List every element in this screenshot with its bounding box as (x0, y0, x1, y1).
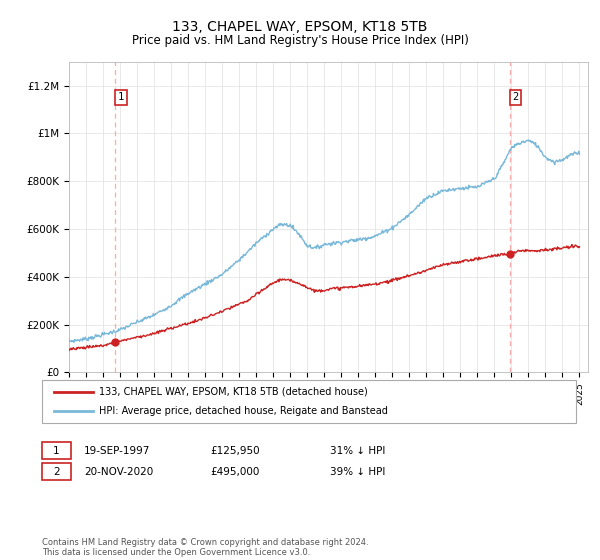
Text: £495,000: £495,000 (210, 466, 259, 477)
Text: 1: 1 (118, 92, 124, 102)
Text: Price paid vs. HM Land Registry's House Price Index (HPI): Price paid vs. HM Land Registry's House … (131, 34, 469, 46)
Text: 133, CHAPEL WAY, EPSOM, KT18 5TB: 133, CHAPEL WAY, EPSOM, KT18 5TB (172, 20, 428, 34)
Text: 31% ↓ HPI: 31% ↓ HPI (330, 446, 385, 456)
Text: 39% ↓ HPI: 39% ↓ HPI (330, 466, 385, 477)
Text: 2: 2 (512, 92, 518, 102)
Text: 20-NOV-2020: 20-NOV-2020 (84, 466, 153, 477)
Text: Contains HM Land Registry data © Crown copyright and database right 2024.
This d: Contains HM Land Registry data © Crown c… (42, 538, 368, 557)
Text: HPI: Average price, detached house, Reigate and Banstead: HPI: Average price, detached house, Reig… (99, 406, 388, 416)
Text: 2: 2 (53, 466, 60, 477)
Text: 19-SEP-1997: 19-SEP-1997 (84, 446, 151, 456)
Text: 133, CHAPEL WAY, EPSOM, KT18 5TB (detached house): 133, CHAPEL WAY, EPSOM, KT18 5TB (detach… (99, 387, 368, 396)
Text: 1: 1 (53, 446, 60, 456)
Text: £125,950: £125,950 (210, 446, 260, 456)
